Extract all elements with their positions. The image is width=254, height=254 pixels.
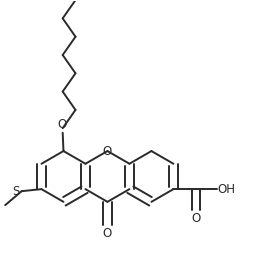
Text: S: S <box>13 185 20 198</box>
Text: O: O <box>57 118 66 131</box>
Text: O: O <box>102 145 112 157</box>
Text: OH: OH <box>216 183 234 196</box>
Text: O: O <box>190 212 200 225</box>
Text: O: O <box>102 227 112 240</box>
